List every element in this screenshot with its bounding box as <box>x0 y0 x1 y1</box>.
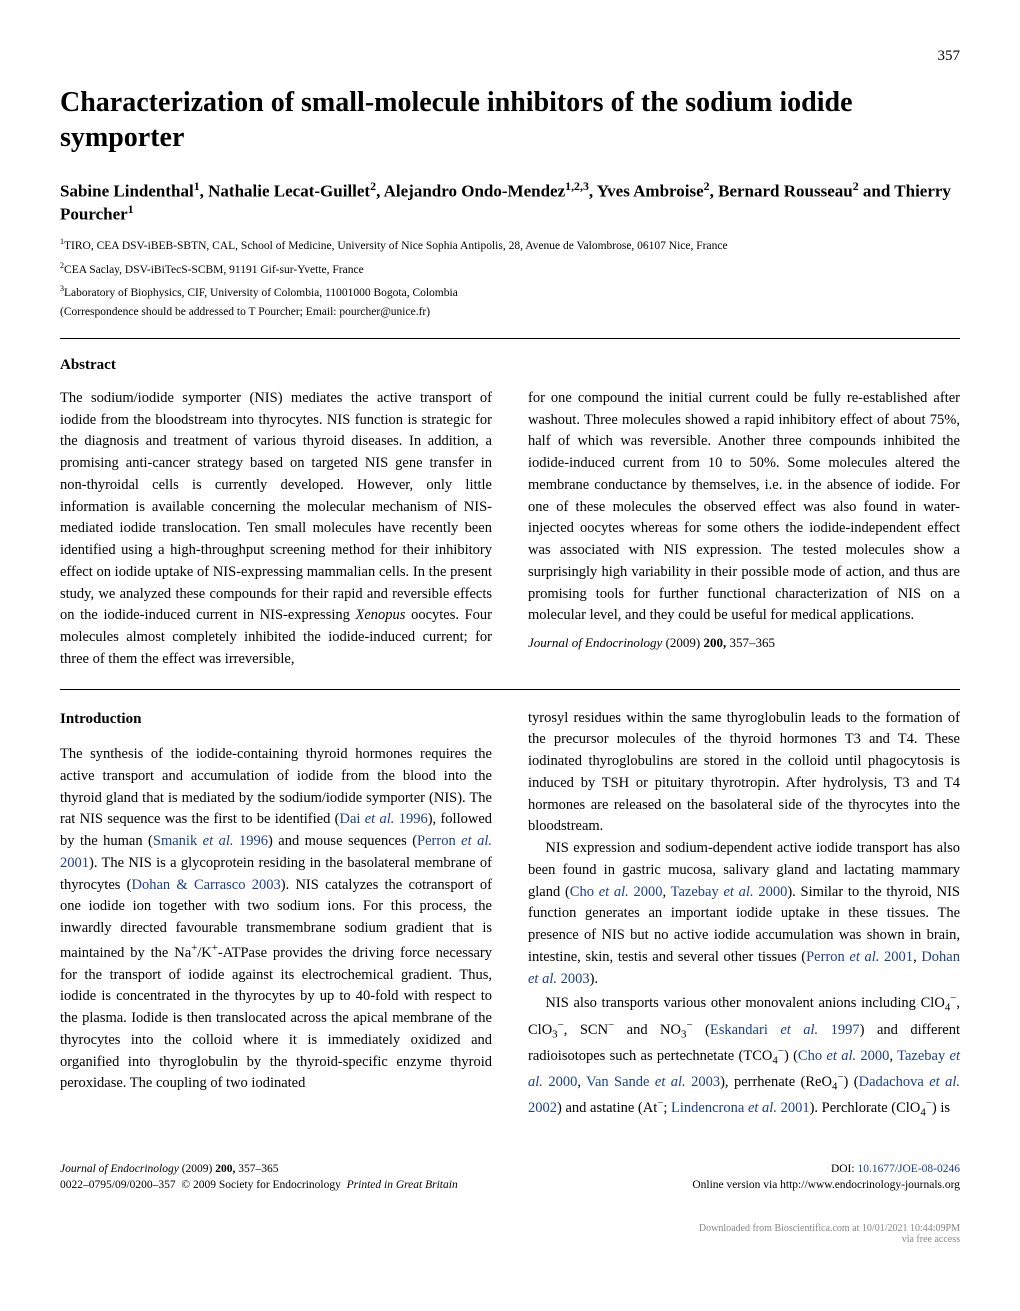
authors-line: Sabine Lindenthal1, Nathalie Lecat-Guill… <box>60 179 960 224</box>
footer-left: Journal of Endocrinology (2009) 200, 357… <box>60 1161 458 1193</box>
introduction-heading: Introduction <box>60 708 492 731</box>
abstract-left-col: The sodium/iodide symporter (NIS) mediat… <box>60 388 492 671</box>
intro-right-p2: NIS expression and sodium-dependent acti… <box>528 838 960 990</box>
divider-rule <box>60 338 960 339</box>
footer: Journal of Endocrinology (2009) 200, 357… <box>60 1161 960 1193</box>
intro-left-col: Introduction The synthesis of the iodide… <box>60 708 492 1121</box>
footer-left-line1: Journal of Endocrinology (2009) 200, 357… <box>60 1161 458 1177</box>
footer-left-line2: 0022–0795/09/0200–357 © 2009 Society for… <box>60 1177 458 1193</box>
affiliation-3: 3Laboratory of Biophysics, CIF, Universi… <box>60 283 960 302</box>
page-number: 357 <box>60 48 960 65</box>
abstract-right-col: for one compound the initial current cou… <box>528 388 960 671</box>
divider-rule <box>60 689 960 690</box>
affiliations-block: 1TIRO, CEA DSV-iBEB-SBTN, CAL, School of… <box>60 236 960 302</box>
intro-right-col: tyrosyl residues within the same thyrogl… <box>528 708 960 1121</box>
download-note: Downloaded from Bioscientifica.com at 10… <box>60 1223 960 1245</box>
abstract-section: Abstract The sodium/iodide symporter (NI… <box>60 357 960 671</box>
abstract-citation: Journal of Endocrinology (2009) 200, 357… <box>528 633 960 653</box>
affiliation-2: 2CEA Saclay, DSV-iBiTecS-SCBM, 91191 Gif… <box>60 260 960 279</box>
footer-right: DOI: 10.1677/JOE-08-0246 Online version … <box>692 1161 960 1193</box>
correspondence-line: (Correspondence should be addressed to T… <box>60 306 960 318</box>
abstract-left-text: The sodium/iodide symporter (NIS) mediat… <box>60 388 492 671</box>
intro-right-p3: NIS also transports various other monova… <box>528 990 960 1120</box>
footer-right-line2: Online version via http://www.endocrinol… <box>692 1177 960 1193</box>
abstract-heading: Abstract <box>60 357 960 374</box>
introduction-section: Introduction The synthesis of the iodide… <box>60 708 960 1121</box>
intro-left-p1: The synthesis of the iodide-containing t… <box>60 744 492 1095</box>
article-title: Characterization of small-molecule inhib… <box>60 85 960 155</box>
intro-right-p1: tyrosyl residues within the same thyrogl… <box>528 708 960 839</box>
footer-right-line1: DOI: 10.1677/JOE-08-0246 <box>692 1161 960 1177</box>
abstract-right-text: for one compound the initial current cou… <box>528 388 960 627</box>
affiliation-1: 1TIRO, CEA DSV-iBEB-SBTN, CAL, School of… <box>60 236 960 255</box>
